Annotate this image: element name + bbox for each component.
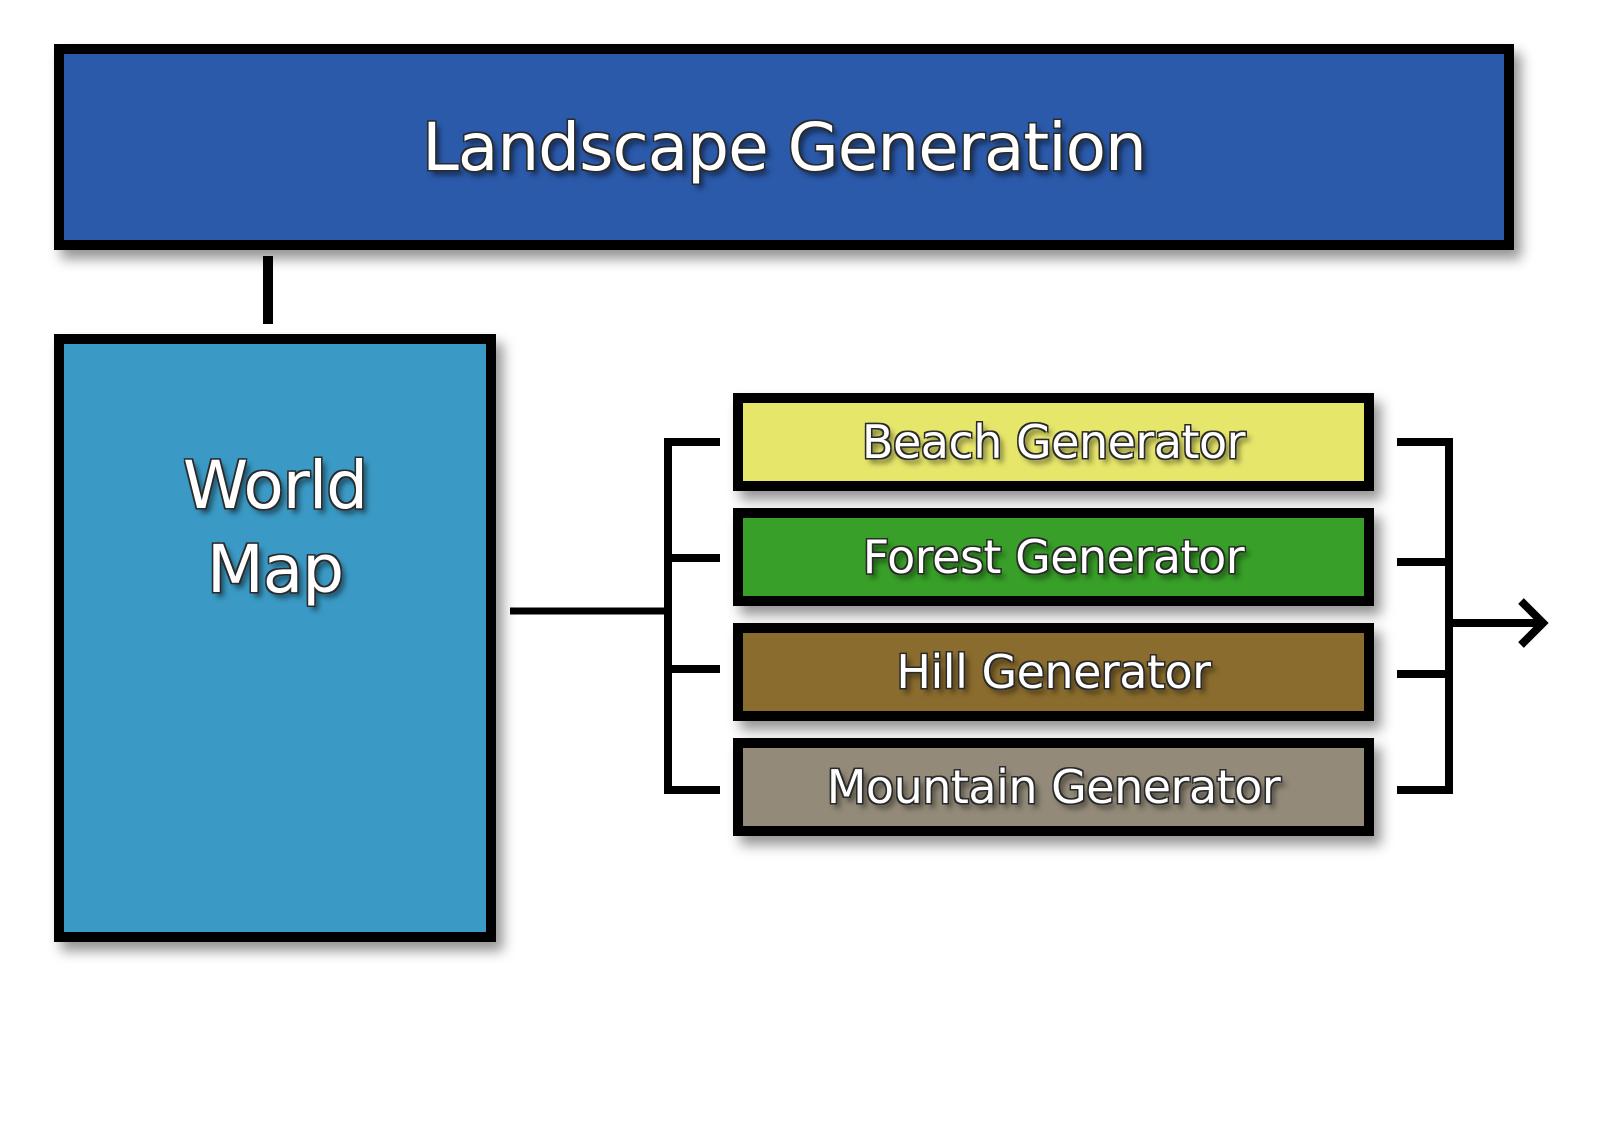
hill-generator-label: Hill Generator <box>896 645 1211 699</box>
beach-generator-box: Beach Generator <box>733 393 1374 491</box>
hill-generator-box: Hill Generator <box>733 623 1374 721</box>
forest-generator-label: Forest Generator <box>862 530 1245 584</box>
left-bracket <box>664 438 720 794</box>
right-bracket <box>1397 438 1453 794</box>
world-map-box: World Map <box>54 334 496 942</box>
forest-generator-box: Forest Generator <box>733 508 1374 606</box>
world-map-label-line-2: Map <box>206 531 344 608</box>
mountain-generator-label: Mountain Generator <box>826 760 1281 814</box>
beach-generator-label: Beach Generator <box>861 415 1246 469</box>
output-arrow-icon <box>1449 598 1549 648</box>
landscape-generation-box: Landscape Generation <box>54 44 1514 250</box>
world-map-label-line-1: World <box>182 447 368 524</box>
diagram-title: Landscape Generation <box>422 108 1147 186</box>
mountain-generator-box: Mountain Generator <box>733 738 1374 836</box>
